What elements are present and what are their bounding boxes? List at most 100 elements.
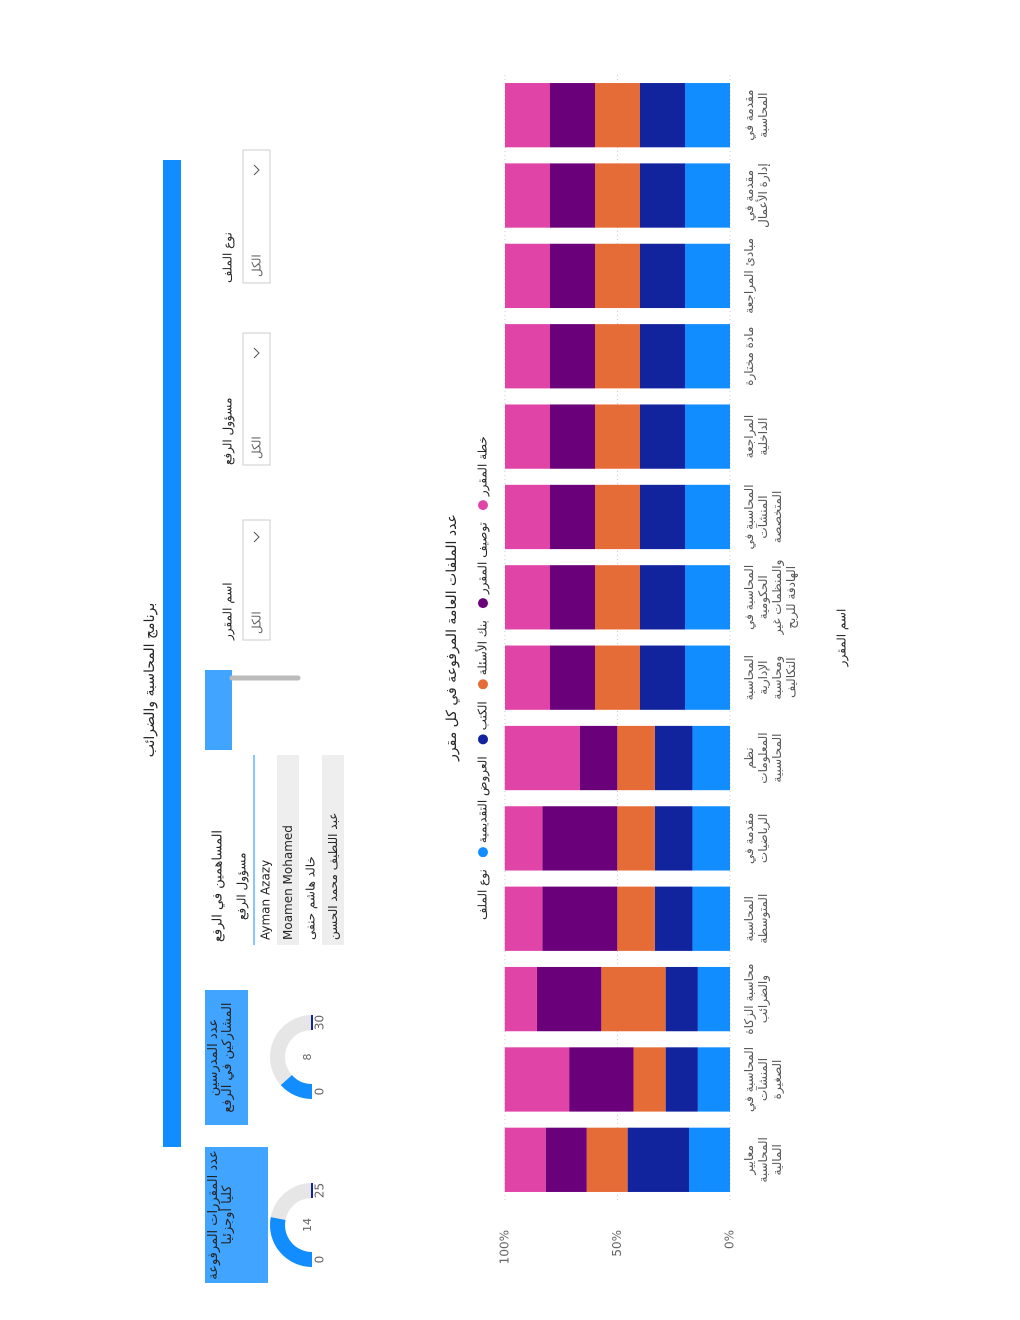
x-tick-label-box: المحاسبة في الحكومية والمنظمات غير الهاد…: [742, 559, 798, 636]
x-tick-label: المحاسبة في المنشآت المتخصصة: [742, 484, 784, 550]
bar-segment: [595, 404, 640, 469]
legend-label: خطة المقرر: [476, 436, 491, 497]
bar-segment: [654, 886, 693, 951]
bar-segment: [505, 645, 550, 710]
legend-dot: [478, 598, 488, 609]
x-tick-label: نظم المعلومات المحاسبية: [742, 732, 784, 784]
legend-label: بنك الأسئلة: [475, 620, 490, 675]
bar-segment: [692, 886, 730, 951]
bar-segment: [685, 163, 730, 228]
bar-segment: [550, 404, 595, 469]
slicer-value: الكل: [250, 436, 264, 459]
y-tick-label: 50%: [610, 1230, 624, 1257]
bar-segment: [550, 243, 595, 309]
bar-segment: [685, 565, 730, 630]
x-tick-label-box: المحاسبة الإدارية ومحاسبة التكاليف: [742, 654, 798, 701]
bar-segment: [505, 324, 550, 389]
x-tick-label: مقدمة في المحاسبة: [742, 89, 770, 141]
gauge-fill: [270, 1217, 312, 1267]
legend-dot: [478, 847, 488, 858]
table-cell: Moamen Mohamed: [281, 825, 295, 940]
x-tick-label: مقدمة في الرياضيات: [742, 812, 770, 865]
bar-segment: [550, 163, 595, 228]
bar-segment: [595, 324, 640, 389]
legend-label: العروض التقديمية: [476, 756, 491, 843]
slicer-label: اسم المقرر: [221, 582, 236, 641]
x-tick-label-box: مادة مختارة: [742, 326, 756, 386]
x-tick-label: المحاسبة المتوسطة: [742, 893, 770, 944]
table-cell: خالد هاشم حنفى: [304, 856, 318, 940]
row-bg: [277, 755, 299, 945]
bar-segment: [579, 725, 618, 791]
x-tick-label: المحاسبة في المنشآت الصغيرة: [742, 1046, 784, 1112]
bar-segment: [505, 484, 550, 550]
dropdown[interactable]: [242, 519, 271, 641]
card-title: عدد المدرسين المشاركين في الرفع: [207, 1002, 235, 1113]
gauge-fill: [280, 1075, 312, 1099]
y-tick-label: 0%: [723, 1230, 737, 1249]
y-tick-label: 100%: [498, 1230, 512, 1264]
x-tick-label: المحاسبة في الحكومية والمنظمات غير الهاد…: [742, 559, 798, 636]
legend-label: توصيف المقرر: [476, 522, 491, 595]
bar-segment: [601, 966, 666, 1032]
table-cell: عبد اللطيف محمد الحسن: [326, 813, 341, 940]
bar-segment: [685, 83, 730, 148]
table-cell: Ayman Azazy: [259, 860, 273, 940]
bar-segment: [640, 484, 685, 550]
bar-segment: [640, 243, 685, 309]
bar-segment: [505, 83, 550, 148]
bar-segment: [504, 966, 537, 1032]
gauge-track: [270, 1015, 312, 1099]
bar-segment: [595, 83, 640, 148]
bar-segment: [692, 806, 730, 871]
bar-segment: [504, 1127, 546, 1192]
legend-dot: [478, 679, 488, 690]
bar-segment: [550, 645, 595, 710]
bar-segment: [550, 565, 595, 630]
bar-segment: [595, 645, 640, 710]
x-axis-title: اسم المقرر: [835, 609, 850, 668]
gauge-max: 25: [313, 1183, 327, 1198]
bar-segment: [550, 484, 595, 550]
x-tick-label-box: محاسبة الزكاة والضرائب: [742, 964, 770, 1035]
legend-dot: [478, 500, 488, 511]
x-tick-label: معايير المحاسبة المالية: [742, 1137, 784, 1183]
bar-segment: [627, 1127, 690, 1192]
bar-segment: [685, 484, 730, 550]
bar-segment: [640, 163, 685, 228]
x-tick-label-box: معايير المحاسبة المالية: [742, 1137, 784, 1183]
table-header-block: [205, 670, 232, 750]
x-tick-label: المراجعة الداخلية: [742, 414, 770, 459]
card-title: عدد المقررات المرفوعة كليا أوجزئيا: [207, 1150, 235, 1280]
bar-segment: [617, 806, 655, 871]
x-tick-label: مبادئ المراجعة: [742, 238, 756, 314]
dropdown[interactable]: [242, 149, 271, 284]
bar-segment: [595, 565, 640, 630]
bar-segment: [545, 1127, 587, 1192]
bar-segment: [504, 886, 543, 951]
dropdown[interactable]: [242, 332, 271, 466]
bar-segment: [504, 1047, 570, 1112]
bar-segment: [536, 966, 602, 1032]
x-tick-label: مادة مختارة: [742, 326, 756, 386]
bar-segment: [633, 1047, 666, 1112]
bar-segment: [697, 1047, 731, 1112]
x-tick-label: المحاسبة الإدارية ومحاسبة التكاليف: [742, 654, 798, 701]
slicer-label: نوع الملف: [221, 232, 236, 283]
bar-segment: [542, 806, 618, 871]
bar-segment: [505, 243, 550, 309]
x-tick-label-box: المحاسبة في المنشآت المتخصصة: [742, 484, 784, 550]
bar-segment: [640, 83, 685, 148]
x-tick-label-box: مقدمة في إدارة الأعمال: [742, 163, 770, 228]
chevron: [253, 531, 260, 543]
bar-segment: [665, 1047, 698, 1112]
bar-segment: [640, 324, 685, 389]
bar-segment: [689, 1127, 730, 1192]
x-tick-label-box: المراجعة الداخلية: [742, 414, 770, 459]
gauge-value: 8: [301, 1054, 314, 1061]
bar-segment: [505, 163, 550, 228]
legend-label: الكتب: [476, 701, 490, 730]
